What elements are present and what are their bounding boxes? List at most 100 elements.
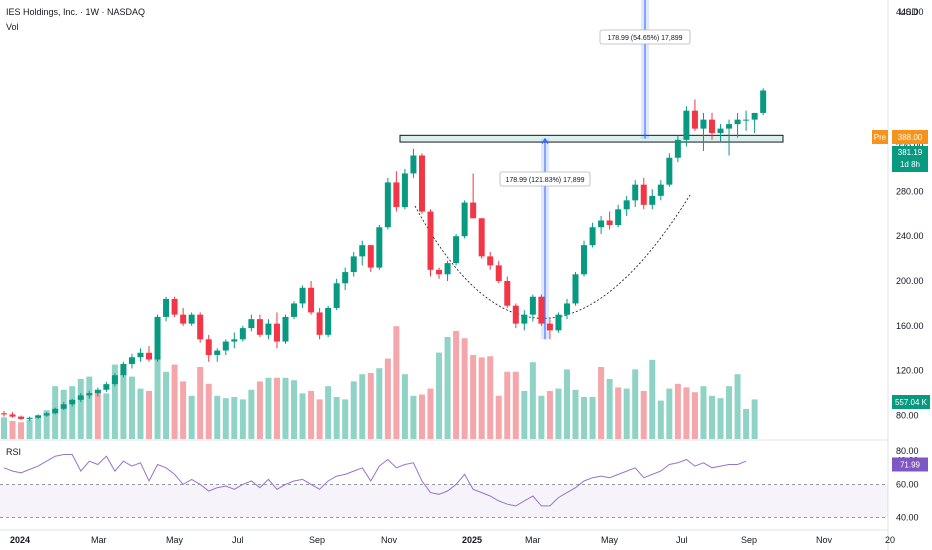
volume-bar (26, 419, 33, 439)
volume-bar (291, 380, 298, 439)
price-tick-label: 200.00 (896, 276, 924, 286)
volume-bar (623, 388, 630, 439)
candle-body (640, 184, 647, 205)
candle-body (239, 328, 246, 340)
candle-body (111, 375, 118, 385)
candle-body (572, 274, 579, 304)
candle-body (316, 312, 323, 335)
candle-body (171, 298, 178, 315)
candle-body (461, 202, 468, 237)
candle-body (623, 200, 630, 210)
candle-body (726, 124, 733, 129)
volume-bar (342, 399, 349, 439)
candle-body (60, 404, 67, 409)
candle-body (18, 416, 25, 419)
volume-bar (163, 371, 170, 439)
rsi-tick-label: 60.00 (896, 479, 919, 489)
measure-label-box (499, 171, 591, 187)
volume-label: Vol (6, 22, 19, 32)
candle-body (393, 182, 400, 208)
candle-body (94, 389, 101, 394)
last-price: 381.19 (898, 148, 923, 157)
volume-bar (265, 377, 272, 439)
volume-bar (103, 393, 110, 439)
volume-bar (137, 388, 144, 439)
time-tick-label: Nov (816, 535, 833, 545)
candle-body (649, 195, 656, 205)
volume-bar (470, 355, 477, 439)
volume-bar (563, 369, 570, 439)
volume-bar (308, 391, 315, 439)
candle-body (495, 265, 502, 282)
volume-bar (359, 374, 366, 439)
candle-body (291, 303, 298, 317)
candle-body (325, 307, 332, 335)
candle-body (299, 287, 306, 304)
candle-body (717, 128, 724, 134)
volume-bar (180, 381, 187, 439)
measure-label: 178.99 (54.65%) 17,899 (607, 35, 682, 42)
volume-bar (666, 388, 673, 439)
volume-bar (529, 362, 536, 439)
volume-bar (35, 415, 42, 439)
candle-body (52, 408, 59, 414)
candle-body (427, 211, 434, 270)
volume-bar (111, 364, 118, 439)
volume-bar (504, 371, 511, 439)
candle-body (222, 341, 229, 351)
candle-body (401, 173, 408, 208)
candle-body (734, 119, 741, 125)
volume-bar (154, 357, 161, 439)
candle-body (188, 314, 195, 324)
candle-body (308, 287, 315, 313)
volume-bar (299, 393, 306, 439)
volume-bar (691, 392, 698, 439)
candle-body (418, 155, 425, 212)
candle-body (128, 357, 135, 364)
volume-bar (453, 331, 460, 439)
volume-bar (376, 368, 383, 439)
time-tick-label: May (166, 535, 184, 545)
volume-bar (683, 387, 690, 439)
candle-body (666, 157, 673, 185)
rsi-current: 71.99 (900, 460, 921, 469)
volume-bar (726, 386, 733, 439)
measure-label-box (599, 29, 691, 45)
price-tick-label: 280.00 (896, 186, 924, 196)
volume-bar (367, 373, 374, 439)
candle-body (529, 296, 536, 315)
volume-bar (282, 377, 289, 439)
volume-bar (444, 337, 451, 439)
candle-body (205, 339, 212, 356)
time-tick-label: 2025 (462, 535, 482, 545)
candle-body (384, 182, 391, 228)
candle-body (538, 296, 545, 324)
candle-body (683, 110, 690, 140)
currency-label[interactable]: USD (899, 7, 919, 17)
candle-body (35, 415, 42, 418)
candle-body (43, 413, 50, 416)
time-tick-label: 2024 (10, 535, 30, 545)
measure-label: 178.99 (121.83%) 17,899 (505, 177, 584, 184)
volume-bar (18, 422, 25, 439)
volume-bar (410, 395, 417, 439)
price-tick-label: 240.00 (896, 231, 924, 241)
volume-bar (171, 364, 178, 439)
price-tick-label: 440.00 (896, 7, 924, 17)
volume-bar (734, 374, 741, 439)
volume-bar (589, 397, 596, 439)
volume-bar (316, 399, 323, 439)
candle-body (691, 110, 698, 129)
candle-body (120, 363, 127, 376)
volume-bar (214, 395, 221, 439)
volume-bar (461, 338, 468, 439)
volume-value-box (892, 395, 930, 409)
volume-bar (657, 400, 664, 439)
volume-value: 557.04 K (895, 398, 928, 407)
candle-body (333, 283, 340, 308)
candle-body (546, 323, 553, 331)
candle-body (248, 319, 255, 329)
volume-bar (418, 394, 425, 439)
measure-arrowhead (541, 137, 549, 144)
